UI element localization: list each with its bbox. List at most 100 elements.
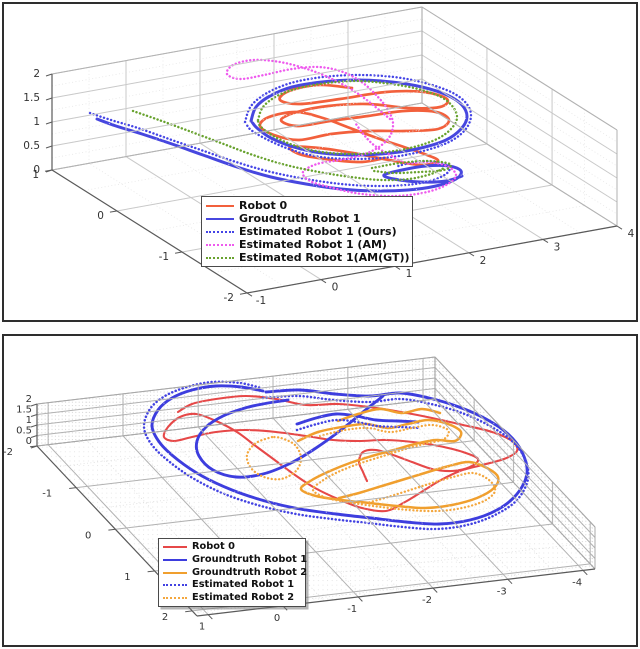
solid-line-sample [206,204,234,207]
legend-entry: Estimated Robot 1 (Ours) [206,225,408,238]
x-tick-label: 4 [628,228,635,240]
floor-major-grid [272,417,434,589]
x-tick-label: -2 [422,595,432,606]
solid-line-sample [206,217,234,220]
floor-minor-grid [193,565,592,613]
floor-minor-grid [395,403,556,574]
y-tick-mark [239,292,248,295]
wall-major-grid [421,30,618,155]
z-tick-mark [45,169,53,173]
floor-minor-grid [134,502,534,551]
trajectory-gt_robot1 [95,117,464,193]
floor-major-grid [347,115,544,240]
x-tick-label: 0 [274,613,280,624]
floor-major-grid [115,481,514,530]
trajectory-gt_robot1 [295,412,420,426]
y-tick-label: 1 [124,572,130,583]
x-axis [196,568,596,617]
dotted-line-sample [206,256,234,259]
z-tick-label: 1.5 [23,92,40,104]
y-tick-mark [109,210,118,213]
wall-major-grid [36,388,436,436]
trajectory-gt_robot2 [296,418,500,510]
bottom-plot-legend: Robot 0 Groundtruth Robot 1 Groundtruth Ro… [158,538,308,607]
legend-entry: Estimated Robot 2 [163,591,301,604]
legend-entry-label: Groudtruth Robot 1 [239,212,361,225]
z-tick-mark [45,121,53,125]
y-tick-label: 1 [32,169,39,181]
legend-entry: Estimated Robot 1(AM(GT)) [206,251,410,264]
y-tick-mark [147,570,155,573]
wall-major-grid [434,377,596,549]
floor-major-grid [273,129,470,254]
top-plot-legend: Robot 0 Groudtruth Robot 1 Estimated Robot… [201,196,413,267]
x-tick-label: -1 [256,295,266,307]
trajectory-est_robot1_ours [88,111,451,188]
z-tick-label: 2 [33,68,40,80]
floor-minor-grid [149,164,520,232]
trajectory-robot0 [258,83,451,167]
legend-entry-label: Robot 0 [239,199,288,212]
z-tick-label: 1.5 [16,405,32,416]
left-wall-top-edge [36,356,436,405]
wall-major-grid [36,367,436,415]
legend-entry-label: Estimated Robot 1(AM(GT)) [239,251,410,264]
z-tick-label: 1 [33,116,40,128]
wall-minor-grid [51,66,423,135]
dotted-line-sample [206,243,234,246]
trajectory-est_robot1_am [225,58,458,198]
wall-major-grid [434,388,596,559]
legend-entry-label: Groundtruth Robot 1 [192,554,308,565]
floor-minor-grid [125,435,286,606]
floor-major-grid [347,408,509,580]
trajectory-gt_robot2 [336,407,442,423]
y-axis [51,169,248,294]
x-tick-label: -4 [572,577,582,588]
trajectory-robot0 [162,394,519,513]
dotted-line-sample [163,596,187,599]
y-tick-label: -2 [3,447,13,458]
legend-entry: Groundtruth Robot 1 [163,554,307,567]
z-tick-mark [45,73,53,77]
floor-minor-grid [356,407,518,579]
wall-minor-grid [421,42,618,167]
floor-back-right-edge [434,398,596,570]
y-tick-mark [174,251,183,254]
solid-line-sample [163,546,187,549]
trajectory-est_robot1_amgt [370,159,453,175]
floor-minor-grid [318,412,479,584]
solid-line-sample [163,571,187,574]
legend-entry-label: Estimated Robot 1 [192,579,295,591]
x-tick-mark [246,292,253,297]
y-tick-mark [69,487,77,489]
x-tick-mark [582,570,588,576]
z-tick-mark [45,145,53,149]
wall-major-grid [36,377,436,426]
floor-minor-grid [174,544,573,593]
legend-entry-label: Estimated Robot 1 (AM) [239,238,387,251]
x-tick-label: 0 [332,282,339,294]
wall-minor-grid [51,42,423,111]
bottom-panel-border [2,334,638,647]
y-tick-label: 0 [97,210,104,222]
floor-minor-grid [56,419,455,468]
y-tick-label: -1 [159,251,169,263]
y-tick-label: 0 [85,530,91,541]
legend-entry-label: Estimated Robot 2 [192,591,295,603]
y-tick-label: 2 [162,612,168,623]
legend-entry: Groudtruth Robot 1 [206,212,408,225]
trajectory-est_robot2 [245,435,303,481]
legend-entry-label: Groundtruth Robot 2 [192,566,308,578]
floor-minor-grid [84,123,455,191]
wall-major-grid [51,78,423,147]
x-tick-mark [320,279,327,284]
z-tick-mark [30,424,38,428]
floor-major-grid [422,400,584,571]
x-tick-mark [207,614,213,620]
top-panel-border [2,2,638,322]
wall-major-grid [51,54,423,123]
floor-major-grid [197,426,359,598]
